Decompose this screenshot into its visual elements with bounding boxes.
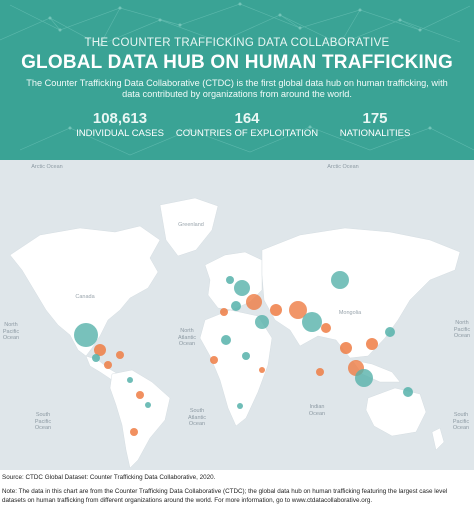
case-marker [92,354,100,362]
case-marker [237,403,243,409]
case-marker [104,361,112,369]
case-marker [403,387,413,397]
stat-countries-of-exploitation: 164 COUNTRIES OF EXPLOITATION [172,110,322,139]
landmass-asia [261,227,461,359]
landmass-new-zealand [431,427,445,451]
stat-label: COUNTRIES OF EXPLOITATION [175,128,319,139]
label-south-pacific-ocean-left: South Pacific Ocean [34,412,52,431]
case-marker [231,301,241,311]
case-marker [259,367,265,373]
stat-individual-cases: 108,613 INDIVIDUAL CASES [60,110,180,139]
case-marker [130,428,138,436]
case-marker [355,369,373,387]
label-indian-ocean: Indian Ocean [308,404,326,417]
landmass-africa [199,309,273,427]
case-marker [116,351,124,359]
case-marker [289,301,307,319]
case-marker [302,312,322,332]
case-marker [316,368,324,376]
case-marker [234,280,250,296]
landmass-australia [365,387,427,437]
case-marker [242,352,250,360]
stat-label: NATIONALITIES [339,128,411,139]
label-arctic-ocean-right: Arctic Ocean [327,164,359,170]
label-north-pacific-ocean-left: North Pacific Ocean [2,322,20,341]
case-marker [385,327,395,337]
case-marker [220,308,228,316]
label-north-atlantic-ocean: North Atlantic Ocean [177,328,197,347]
world-map-graphic [9,197,461,469]
world-map[interactable]: Arctic Ocean Arctic Ocean Greenland Cana… [0,160,474,470]
case-markers [74,271,413,436]
stat-nationalities: 175 NATIONALITIES [320,110,430,139]
stat-value: 164 [234,110,260,127]
case-marker [340,342,352,354]
label-south-atlantic-ocean: South Atlantic Ocean [187,408,207,427]
label-mongolia: Mongolia [338,310,362,316]
source-text: Source: CTDC Global Dataset: Counter Tra… [2,474,216,481]
stat-label: INDIVIDUAL CASES [76,128,164,139]
case-marker [366,338,378,350]
case-marker [221,335,231,345]
label-north-pacific-ocean-right: North Pacific Ocean [453,320,471,339]
case-marker [127,377,133,383]
label-south-pacific-ocean-right: South Pacific Ocean [452,412,470,431]
landmass-greenland [159,197,219,257]
case-marker [226,276,234,284]
case-marker [94,344,106,356]
case-marker [210,356,218,364]
case-marker [255,315,269,329]
case-marker [136,391,144,399]
page-title: GLOBAL DATA HUB ON HUMAN TRAFFICKING [21,52,453,73]
landmass-south-america [109,369,171,469]
description-text: The Counter Trafficking Data Collaborati… [26,78,448,99]
stat-value: 175 [362,110,388,127]
case-marker [145,402,151,408]
stat-value: 108,613 [92,110,148,127]
case-marker [331,271,349,289]
organization-name: THE COUNTER TRAFFICKING DATA COLLABORATI… [84,37,390,49]
label-greenland: Greenland [178,222,204,228]
note-text: Note: The data in this chart are from th… [2,488,448,504]
case-marker [74,323,98,347]
case-marker [246,294,262,310]
case-marker [270,304,282,316]
network-background-graphic [0,2,474,156]
header-banner: THE COUNTER TRAFFICKING DATA COLLABORATI… [0,0,474,160]
landmass-north-america [9,225,161,357]
case-marker [321,323,331,333]
label-arctic-ocean-left: Arctic Ocean [31,164,63,170]
label-canada: Canada [75,294,95,300]
